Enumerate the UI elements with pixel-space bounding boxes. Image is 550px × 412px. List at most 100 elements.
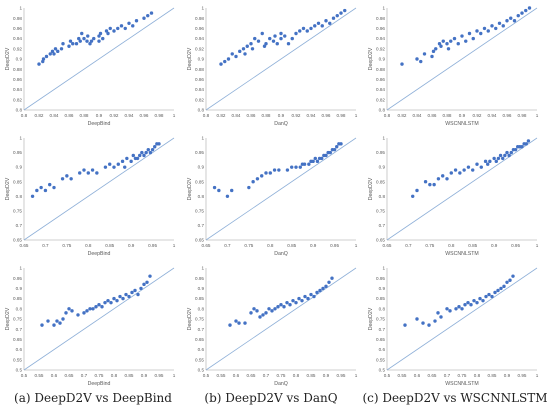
x-tick-label: 0.7 [81, 373, 88, 378]
x-tick-label: 0.7 [263, 373, 270, 378]
data-point [288, 303, 292, 307]
x-tick-label: 0.65 [20, 243, 29, 248]
data-point [48, 182, 52, 187]
data-point [77, 36, 81, 41]
x-tick-label: 0.7 [224, 243, 231, 248]
x-tick-label: 0.75 [458, 373, 467, 378]
data-point [127, 21, 131, 25]
x-tick-label: 0.95 [148, 243, 157, 248]
data-point [237, 321, 241, 325]
data-point [309, 26, 313, 31]
data-point [445, 307, 449, 311]
data-point [106, 298, 110, 303]
data-point [339, 11, 343, 15]
x-tick-label: 0.98 [155, 113, 164, 118]
x-tick-label: 0.88 [443, 113, 452, 118]
data-point [471, 168, 475, 172]
diagonal-reference-line [205, 267, 357, 371]
data-point [134, 19, 139, 23]
x-tick-label: 0.75 [277, 373, 286, 378]
y-tick-label: 0.6 [198, 347, 205, 352]
y-axis-title: DeepD2V [187, 47, 193, 70]
y-tick-label: 0.95 [195, 276, 204, 281]
data-point [48, 52, 52, 56]
data-point [52, 185, 56, 190]
data-point [86, 171, 90, 175]
y-tick-label: 0.75 [376, 208, 385, 213]
data-point [78, 171, 82, 175]
x-tick-label: 0.98 [337, 113, 346, 118]
data-point [286, 42, 291, 46]
data-point [419, 59, 423, 64]
data-point [339, 142, 343, 146]
data-point [108, 162, 112, 166]
data-point [64, 311, 68, 315]
data-point [448, 309, 452, 313]
data-point [130, 290, 134, 295]
data-point [91, 307, 95, 311]
x-tick-label: 0.8 [267, 243, 274, 248]
data-point [434, 47, 438, 51]
data-point [148, 274, 152, 278]
data-point [490, 294, 494, 299]
data-point [272, 168, 277, 172]
y-tick-label: 0.8 [198, 194, 205, 199]
y-tick-label: 0.9 [379, 286, 386, 291]
data-point [80, 31, 84, 36]
x-tick-label: 0.82 [217, 113, 226, 118]
data-point [253, 36, 257, 41]
x-tick-label: 0.88 [262, 113, 271, 118]
data-point [315, 290, 319, 295]
data-point [255, 177, 260, 181]
x-tick-label: 0.85 [468, 243, 477, 248]
data-point [115, 298, 119, 303]
x-tick-label: 0.5 [203, 373, 210, 378]
y-tick-label: 1 [19, 6, 22, 11]
y-tick-label: 0.92 [13, 46, 22, 51]
x-tick-label: 0.85 [287, 243, 296, 248]
data-point [481, 298, 485, 303]
data-point [212, 185, 217, 190]
scatter-chart-8: 0.5 0.55 0.6 0.65 0.7 0.75 0.8 0.85 0.9 0.95 1 0.5 0… [184, 262, 364, 390]
data-point [145, 280, 149, 284]
x-tick-label: 0.75 [244, 243, 253, 248]
data-point [505, 280, 509, 284]
data-point [321, 286, 325, 291]
data-point [58, 321, 62, 325]
data-point [524, 142, 528, 146]
y-tick-label: 0.9 [198, 57, 205, 62]
data-point [511, 274, 515, 278]
data-point [271, 39, 276, 43]
data-point [139, 286, 143, 291]
data-point [120, 159, 125, 164]
data-point [82, 311, 86, 315]
data-point [328, 150, 332, 155]
y-tick-label: 0.85 [13, 179, 22, 184]
data-point [466, 300, 470, 305]
data-point [303, 294, 307, 299]
y-tick-label: 0.98 [195, 16, 204, 21]
x-tick-label: 0.9 [278, 113, 285, 118]
y-tick-label: 0.98 [13, 16, 22, 21]
y-tick-label: 0.65 [195, 238, 204, 243]
x-tick-label: 1 [173, 113, 176, 118]
x-tick-label: 0.65 [65, 373, 74, 378]
x-tick-label: 0.84 [413, 113, 422, 118]
data-point [422, 52, 427, 56]
data-point [439, 44, 443, 48]
data-point [90, 168, 95, 172]
data-point [501, 24, 505, 28]
scatter-chart-4: 0.65 0.7 0.75 0.8 0.85 0.9 0.95 1 0.65 0.7 0.75 0.8… [2, 132, 182, 260]
x-tick-label: 0.6 [233, 373, 240, 378]
data-point [65, 174, 69, 178]
x-axis-title: WSCNNLSTM [445, 381, 478, 387]
y-tick-label: 0.6 [379, 347, 386, 352]
data-point [53, 47, 58, 51]
scatter-chart-svg: 0.5 0.55 0.6 0.65 0.7 0.75 0.8 0.85 0.9 0.95 1 0.5 0… [368, 266, 539, 387]
scatter-chart-2: 0.8 0.82 0.84 0.86 0.88 0.9 0.92 0.94 0.96 0.98 1 0… [184, 2, 364, 130]
y-tick-label: 0.92 [376, 46, 385, 51]
x-tick-label: 1 [355, 243, 358, 248]
x-axis-title: DanQ [274, 121, 288, 127]
y-tick-label: 0.8 [379, 194, 386, 199]
data-point [302, 162, 307, 166]
